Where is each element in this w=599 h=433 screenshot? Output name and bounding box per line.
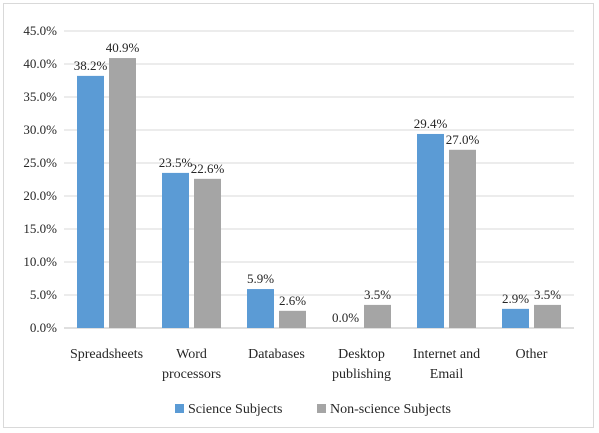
legend-swatch xyxy=(175,404,184,413)
data-label: 0.0% xyxy=(332,310,359,325)
y-tick-label: 30.0% xyxy=(23,122,57,137)
y-tick-label: 40.0% xyxy=(23,56,57,71)
data-label: 23.5% xyxy=(159,155,193,170)
bar xyxy=(247,289,274,328)
bar xyxy=(109,58,136,329)
category-label: processors xyxy=(162,367,221,382)
category-label: Desktop xyxy=(338,347,385,362)
bar xyxy=(364,304,391,328)
data-label: 5.9% xyxy=(247,271,274,286)
category-label: Word xyxy=(176,347,207,362)
y-tick-label: 5.0% xyxy=(30,287,57,302)
category-label: publishing xyxy=(332,367,391,382)
legend-swatch xyxy=(317,404,326,413)
bar xyxy=(449,149,476,328)
category-label: Other xyxy=(516,347,548,362)
bar xyxy=(194,178,221,328)
y-tick-label: 20.0% xyxy=(23,188,57,203)
category-label: Databases xyxy=(248,347,305,362)
data-labels: 38.2% 40.9% 23.5%22.6% 5.9% 2.6% 0.0% 3.5% 29.4… xyxy=(74,40,562,325)
bar xyxy=(162,172,189,328)
x-axis-categories: Spreadsheets Word processors Databases Deskt… xyxy=(70,347,548,382)
data-label: 27.0% xyxy=(446,132,480,147)
bar xyxy=(77,75,104,328)
chart-area: 0.0% 5.0% 10.0% 15.0% 20.0% 25.0% 30.0% 35.0% 40… xyxy=(3,3,594,428)
bar xyxy=(534,304,561,328)
data-label: 29.4% xyxy=(414,116,448,131)
data-label: 3.5% xyxy=(364,287,391,302)
y-tick-label: 45.0% xyxy=(23,23,57,38)
gridlines xyxy=(64,30,574,329)
category-label: Email xyxy=(430,367,464,382)
y-axis-ticks: 0.0% 5.0% 10.0% 15.0% 20.0% 25.0% 30.0% 35.0% 40… xyxy=(23,23,57,335)
y-tick-label: 15.0% xyxy=(23,221,57,236)
data-label: 40.9% xyxy=(106,40,140,55)
legend-label: Non-science Subjects xyxy=(330,402,451,417)
bar-chart: 0.0% 5.0% 10.0% 15.0% 20.0% 25.0% 30.0% 35.0% 40… xyxy=(23,23,574,417)
y-tick-label: 35.0% xyxy=(23,89,57,104)
bar xyxy=(417,133,444,328)
legend: Science Subjects Non-science Subjects xyxy=(175,402,451,417)
data-label: 3.5% xyxy=(534,287,561,302)
bar xyxy=(502,308,529,328)
data-label: 2.6% xyxy=(279,293,306,308)
data-label: 2.9% xyxy=(502,291,529,306)
category-label: Spreadsheets xyxy=(70,347,143,362)
y-tick-label: 0.0% xyxy=(30,320,57,335)
category-label: Internet and xyxy=(413,347,480,362)
data-label: 22.6% xyxy=(191,161,225,176)
y-tick-label: 10.0% xyxy=(23,254,57,269)
y-tick-label: 25.0% xyxy=(23,155,57,170)
bar xyxy=(279,310,306,328)
legend-label: Science Subjects xyxy=(188,402,282,417)
data-label: 38.2% xyxy=(74,58,108,73)
bars xyxy=(77,58,561,329)
